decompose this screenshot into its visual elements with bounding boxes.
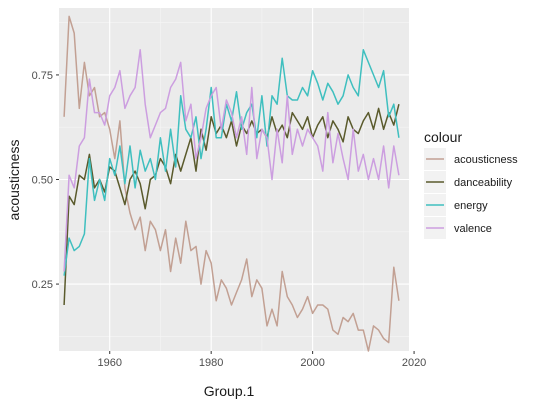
series-line-acousticness	[63, 15, 400, 352]
y-tick-label: 0.25	[32, 279, 53, 291]
grid-lines	[59, 8, 415, 351]
y-axis: 0.25 0.50 0.75	[32, 70, 59, 291]
y-tick-label: 0.75	[32, 70, 53, 82]
legend-label-energy: energy	[454, 200, 488, 212]
x-tick-label: 1960	[97, 357, 121, 369]
series-line-valence	[63, 49, 400, 272]
y-tick-label: 0.50	[32, 175, 53, 187]
x-tick-label: 2000	[300, 357, 324, 369]
legend: colour acousticness danceability energy val…	[424, 129, 518, 239]
x-axis-title: Group.1	[204, 383, 255, 399]
x-axis: 1960 1980 2000 2020	[97, 351, 426, 369]
watermark-text: 掘金技术社区 @ 布客飞龙	[344, 373, 530, 392]
y-axis-title: acousticness	[6, 140, 22, 221]
legend-title: colour	[424, 129, 462, 145]
series-line-energy	[63, 49, 400, 276]
x-tick-label: 2020	[402, 357, 426, 369]
legend-label-acousticness: acousticness	[454, 154, 518, 166]
series-lines	[63, 15, 400, 352]
legend-label-danceability: danceability	[454, 177, 513, 189]
x-tick-label: 1980	[199, 357, 223, 369]
legend-label-valence: valence	[454, 223, 492, 235]
